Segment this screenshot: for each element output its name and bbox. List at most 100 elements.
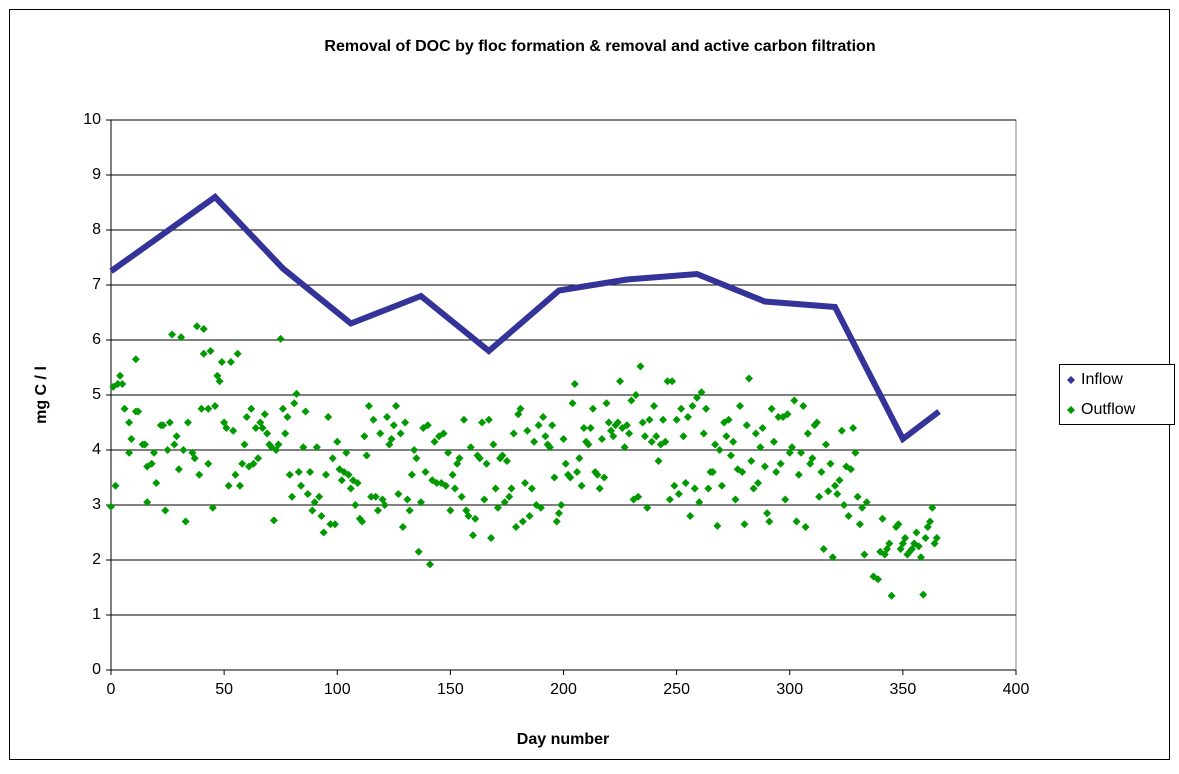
outflow-point	[672, 415, 681, 424]
outflow-point	[561, 459, 570, 468]
outflow-point	[222, 424, 231, 432]
outflow-point	[887, 591, 896, 600]
outflow-point	[147, 459, 156, 468]
outflow-point	[290, 399, 299, 408]
x-tick-label: 200	[550, 681, 577, 698]
outflow-point	[401, 418, 410, 427]
outflow-point	[444, 448, 453, 457]
outflow-point	[421, 468, 430, 476]
outflow-point	[326, 520, 335, 529]
inflow-line	[109, 193, 941, 444]
outflow-point	[125, 418, 134, 427]
outflow-point	[677, 404, 686, 413]
outflow-point	[921, 534, 930, 542]
outflow-point	[165, 418, 174, 427]
outflow-point	[303, 490, 312, 498]
outflow-point	[398, 523, 407, 531]
outflow-point	[118, 380, 127, 388]
outflow-point	[161, 506, 170, 515]
outflow-point	[469, 531, 477, 540]
outflow-point	[489, 440, 498, 449]
x-axis-label: Day number	[517, 731, 609, 748]
outflow-point	[625, 429, 634, 438]
outflow-point	[835, 476, 844, 485]
outflow-point	[833, 490, 842, 498]
outflow-point	[772, 468, 781, 476]
outflow-point	[914, 542, 923, 551]
outflow-point	[299, 443, 308, 452]
outflow-point	[570, 380, 579, 388]
outflow-point	[781, 495, 790, 504]
outflow-point	[613, 418, 622, 427]
outflow-point	[819, 545, 828, 553]
outflow-point	[159, 421, 168, 430]
outflow-point	[536, 503, 545, 512]
outflow-point	[860, 550, 869, 559]
outflow-point	[593, 470, 602, 479]
outflow-point	[231, 470, 240, 479]
outflow-point	[238, 459, 247, 468]
outflow-point	[249, 459, 258, 468]
outflow-point	[353, 479, 362, 487]
outflow-point	[172, 432, 181, 441]
outflow-point	[233, 349, 242, 358]
outflow-point	[534, 421, 543, 430]
outflow-point	[588, 404, 597, 413]
outflow-point	[523, 426, 532, 435]
outflow-point	[697, 388, 706, 397]
outflow-point	[251, 424, 260, 432]
outflow-point	[134, 407, 143, 416]
outflow-point	[763, 509, 772, 518]
outflow-point	[478, 418, 487, 427]
outflow-point	[263, 429, 272, 438]
outflow-point	[808, 454, 817, 463]
outflow-point	[831, 481, 839, 490]
outflow-point	[466, 443, 475, 452]
outflow-point	[545, 443, 554, 452]
outflow-point	[308, 506, 317, 515]
y-tick-label: 8	[92, 221, 101, 238]
outflow-point	[278, 404, 287, 413]
outflow-point	[204, 459, 213, 468]
outflow-point	[235, 481, 244, 490]
outflow-point	[573, 468, 582, 476]
outflow-point	[226, 358, 235, 366]
outflow-point	[380, 501, 389, 509]
outflow-point	[163, 446, 172, 454]
y-tick-label: 7	[92, 276, 101, 293]
outflow-point	[837, 426, 846, 435]
outflow-point	[894, 520, 903, 529]
outflow-point	[815, 492, 824, 501]
outflow-point	[288, 492, 296, 501]
outflow-point	[125, 448, 134, 457]
outflow-point	[663, 377, 672, 386]
outflow-point	[475, 454, 484, 463]
outflow-point	[484, 415, 493, 424]
outflow-point	[507, 484, 516, 493]
y-axis-label: mg C / l	[33, 366, 50, 424]
outflow-point	[846, 465, 855, 474]
outflow-point	[788, 443, 797, 452]
legend-box	[1059, 364, 1175, 425]
outflow-point	[383, 413, 392, 421]
outflow-point	[702, 404, 711, 413]
outflow-point	[199, 325, 208, 333]
outflow-point	[622, 421, 631, 430]
outflow-point	[116, 371, 125, 380]
legend-marker	[1067, 376, 1075, 384]
outflow-point	[439, 429, 448, 438]
outflow-point	[776, 459, 785, 468]
outflow-point	[797, 448, 806, 457]
outflow-point	[511, 523, 520, 531]
outflow-point	[521, 479, 530, 487]
outflow-point	[654, 457, 663, 465]
outflow-point	[107, 502, 115, 511]
outflow-point	[149, 448, 158, 457]
outflow-point	[396, 429, 405, 438]
x-tick-label: 300	[776, 681, 803, 698]
y-tick-label: 9	[92, 166, 101, 183]
outflow-point	[853, 492, 862, 501]
outflow-point	[509, 429, 518, 438]
outflow-point	[790, 396, 799, 405]
outflow-point	[412, 454, 421, 463]
